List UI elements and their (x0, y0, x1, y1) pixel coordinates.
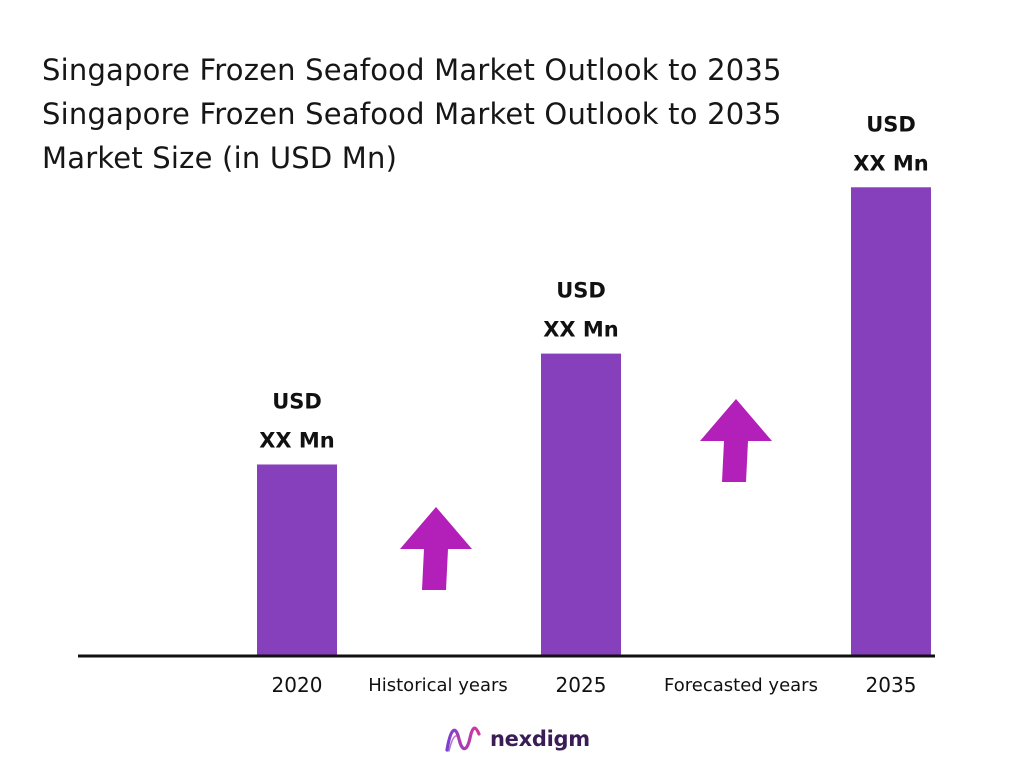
bar-2025 (541, 353, 621, 656)
bar-2020 (257, 464, 337, 656)
arrow-up-icon (700, 399, 772, 482)
data-label-currency: USD (272, 389, 322, 413)
title-line-1: Singapore Frozen Seafood Market Outlook … (42, 53, 782, 87)
data-label-currency: USD (556, 279, 606, 303)
bar-2035 (851, 187, 931, 656)
data-label-value: XX Mn (543, 318, 619, 342)
title-line-3: Market Size (in USD Mn) (42, 141, 398, 175)
title-line-2: Singapore Frozen Seafood Market Outlook … (42, 97, 782, 131)
period-label: Forecasted years (664, 675, 818, 696)
x-tick-label: 2025 (556, 673, 607, 697)
data-label-currency: USD (866, 112, 916, 136)
data-label-value: XX Mn (259, 428, 335, 452)
chart-title: Singapore Frozen Seafood Market Outlook … (42, 48, 832, 180)
brand-name: nexdigm (490, 727, 590, 751)
period-label: Historical years (368, 675, 508, 696)
arrow-up-icon (400, 507, 472, 590)
data-label-value: XX Mn (853, 151, 929, 175)
nexdigm-logo: nexdigm (444, 724, 590, 754)
nexdigm-wave-icon (445, 726, 481, 752)
x-tick-label: 2020 (272, 673, 323, 697)
x-tick-label: 2035 (866, 673, 917, 697)
